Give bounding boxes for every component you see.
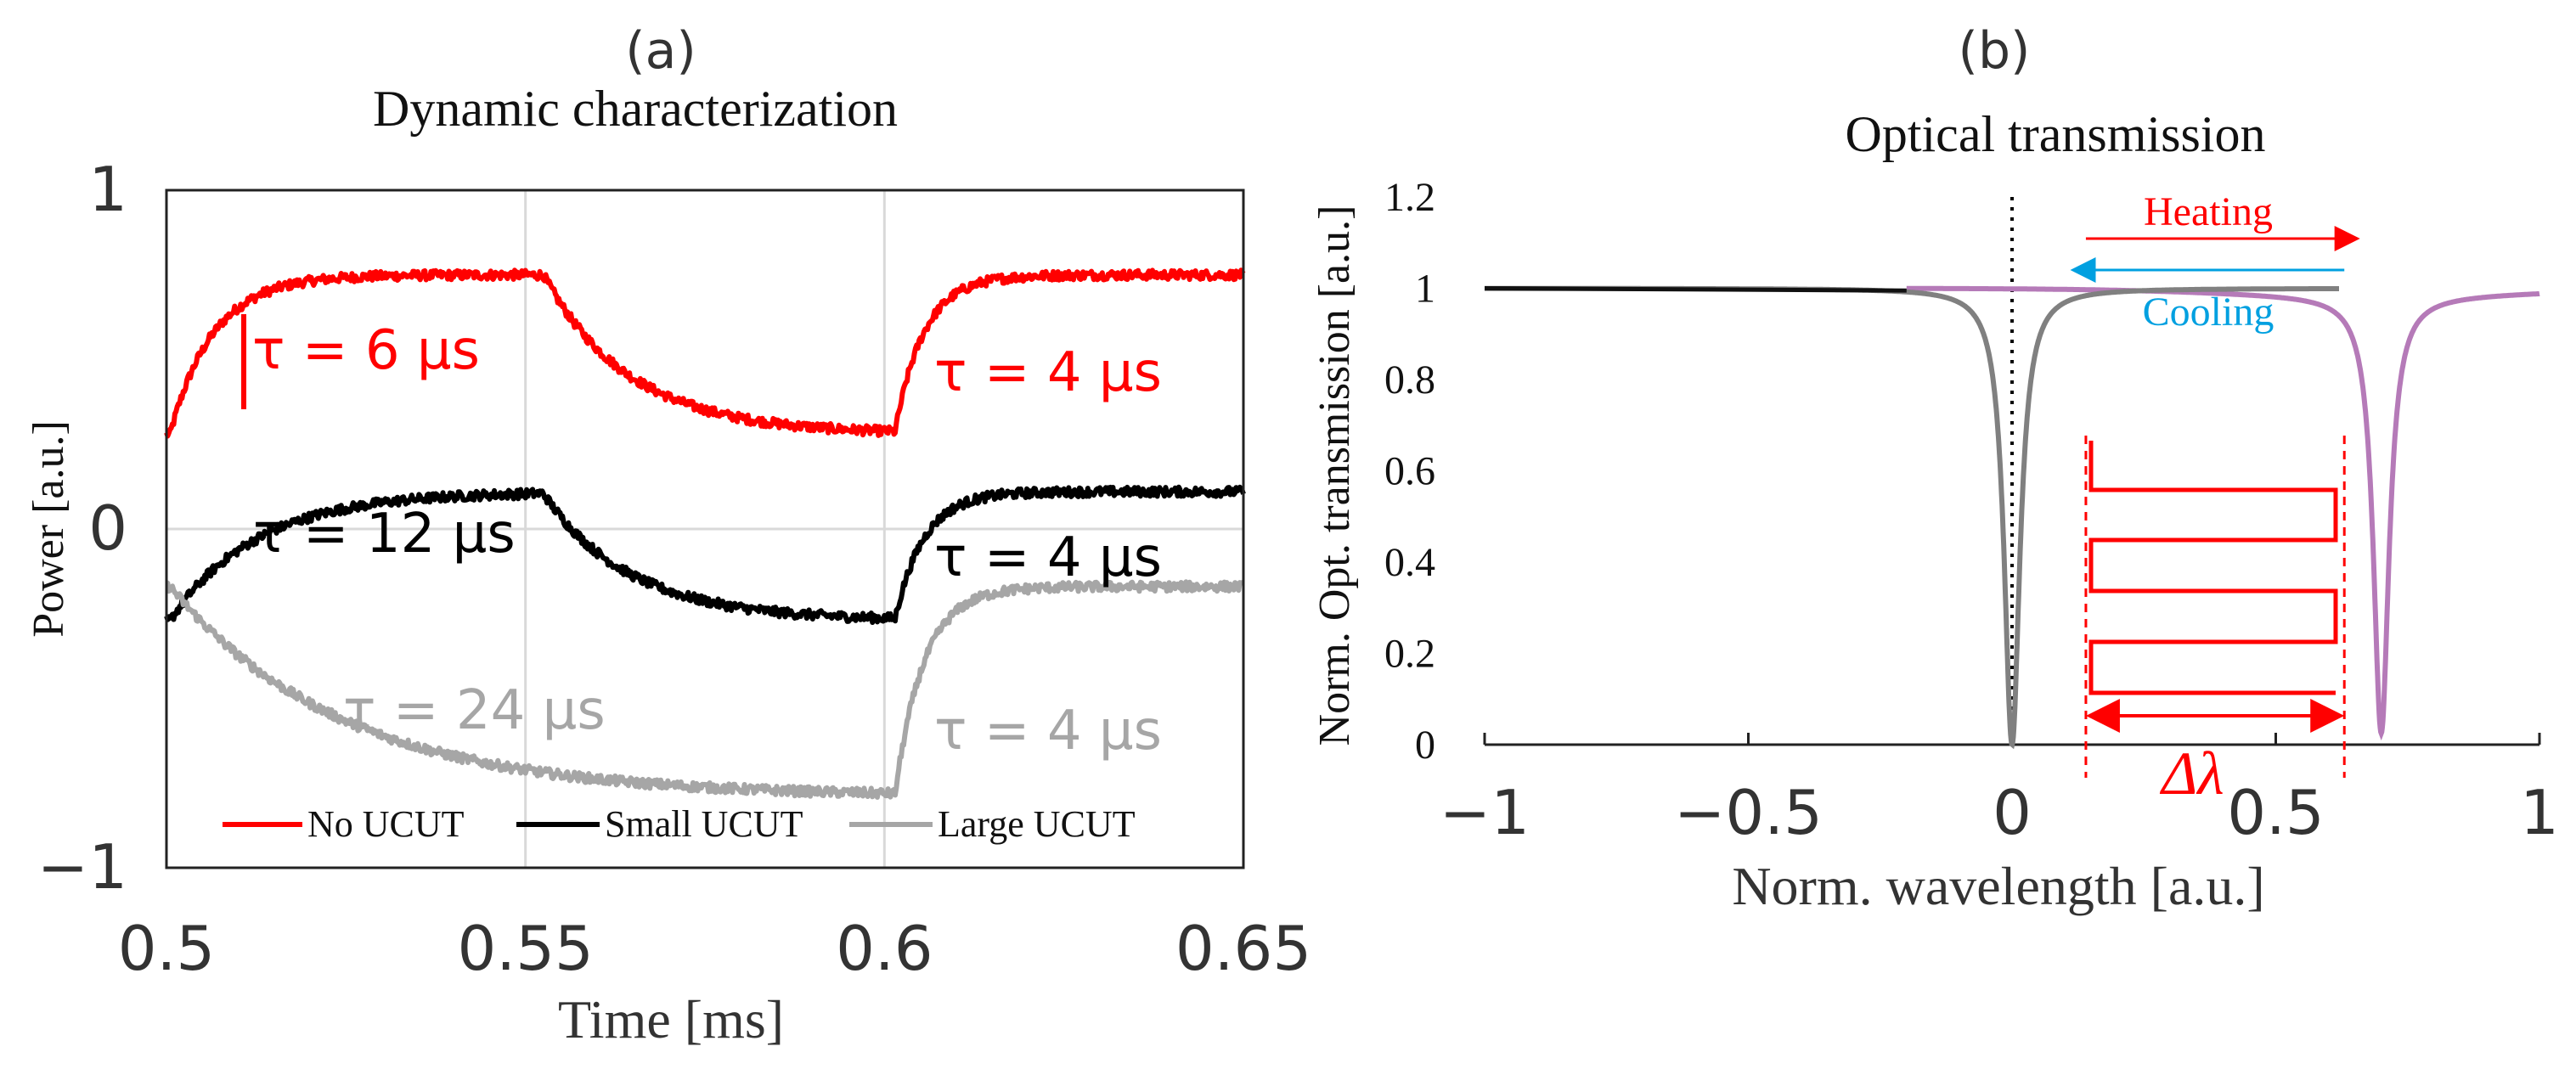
annotation-large-ucut-rerise: τ = 4 µs — [934, 700, 1162, 762]
a-ytick-label-0: −1 — [37, 831, 127, 903]
b-ytick-label-3: 0.6 — [1384, 449, 1435, 494]
b-ytick-label-1: 0.2 — [1384, 632, 1435, 677]
panel-a-frame — [165, 188, 1245, 869]
panel-b-xlabel: Norm. wavelength [a.u.] — [1732, 856, 2264, 916]
b-xtick-label-2: 0 — [1993, 777, 2032, 848]
b-ytick-label-2: 0.4 — [1384, 540, 1435, 585]
legend-label-small-ucut: Small UCUT — [605, 803, 803, 845]
a-ytick-label-1: 0 — [88, 492, 127, 564]
panel-a-ylabel: Power [a.u.] — [25, 420, 73, 638]
panel-b: (b) Optical transmission −1 −0.5 0 0.5 1 0 0.2… — [1311, 21, 2559, 916]
b-xtick-label-0: −1 — [1440, 777, 1530, 848]
series-line-hot-resonance — [1906, 285, 2540, 741]
annotation-small-ucut-rise: τ = 12 µs — [253, 503, 516, 565]
a-xtick-label-2: 0.6 — [836, 913, 933, 984]
b-xtick-label-3: 0.5 — [2227, 777, 2325, 848]
legend-label-no-ucut: No UCUT — [307, 803, 465, 845]
panel-a-legend: No UCUT Small UCUT Large UCUT — [223, 803, 1136, 845]
panel-b-tick-labels: −1 −0.5 0 0.5 1 0 0.2 0.4 0.6 0.8 1 1.2 — [1384, 175, 2559, 848]
series-line-small-ucut — [164, 484, 1246, 625]
b-xtick-label-4: 1 — [2520, 777, 2559, 848]
a-ytick-label-2: 1 — [88, 154, 127, 225]
heating-label: Heating — [2144, 189, 2273, 234]
annotation-no-ucut-rise: τ = 6 µs — [252, 319, 480, 382]
panel-a-title: Dynamic characterization — [373, 81, 898, 137]
annotation-no-ucut-rerise: τ = 4 µs — [934, 341, 1162, 404]
panel-b-ylabel: Norm. Opt. transmission [a.u.] — [1311, 205, 1359, 746]
series-line-large-ucut — [165, 579, 1245, 800]
panel-a-tick-labels: 0.5 0.55 0.6 0.65 −1 0 1 — [37, 154, 1311, 984]
a-xtick-label-3: 0.65 — [1175, 913, 1311, 984]
panel-a: (a) Dynamic characterization 0.5 0.55 0.6 0… — [25, 21, 1311, 1049]
panel-a-xlabel: Time [ms] — [558, 989, 784, 1049]
series-line-cold-resonance — [1485, 285, 2339, 750]
cooling-label: Cooling — [2143, 290, 2274, 335]
panel-b-series — [1484, 197, 2540, 778]
a-xtick-label-1: 0.55 — [458, 913, 594, 984]
annotation-small-ucut-rerise: τ = 4 µs — [934, 526, 1162, 589]
baseline-left — [1484, 286, 1907, 293]
delta-lambda-label: Δλ — [2159, 740, 2224, 807]
b-ytick-label-0: 0 — [1415, 723, 1435, 768]
b-ytick-label-6: 1.2 — [1384, 175, 1435, 220]
a-xtick-label-0: 0.5 — [118, 913, 216, 984]
series-line-no-ucut — [164, 267, 1246, 439]
panel-a-series — [164, 267, 1246, 800]
b-ytick-label-5: 1 — [1415, 267, 1435, 312]
panel-b-title: Optical transmission — [1846, 106, 2266, 162]
panel-a-label: (a) — [625, 21, 696, 81]
panel-a-grid — [166, 190, 1243, 868]
legend-label-large-ucut: Large UCUT — [938, 803, 1136, 845]
annotation-large-ucut-rise: τ = 24 µs — [343, 679, 606, 742]
b-ytick-label-4: 0.8 — [1384, 357, 1435, 402]
panel-b-label: (b) — [1959, 21, 2031, 81]
b-xtick-label-1: −0.5 — [1674, 777, 1823, 848]
heater-serpentine — [2088, 441, 2338, 695]
